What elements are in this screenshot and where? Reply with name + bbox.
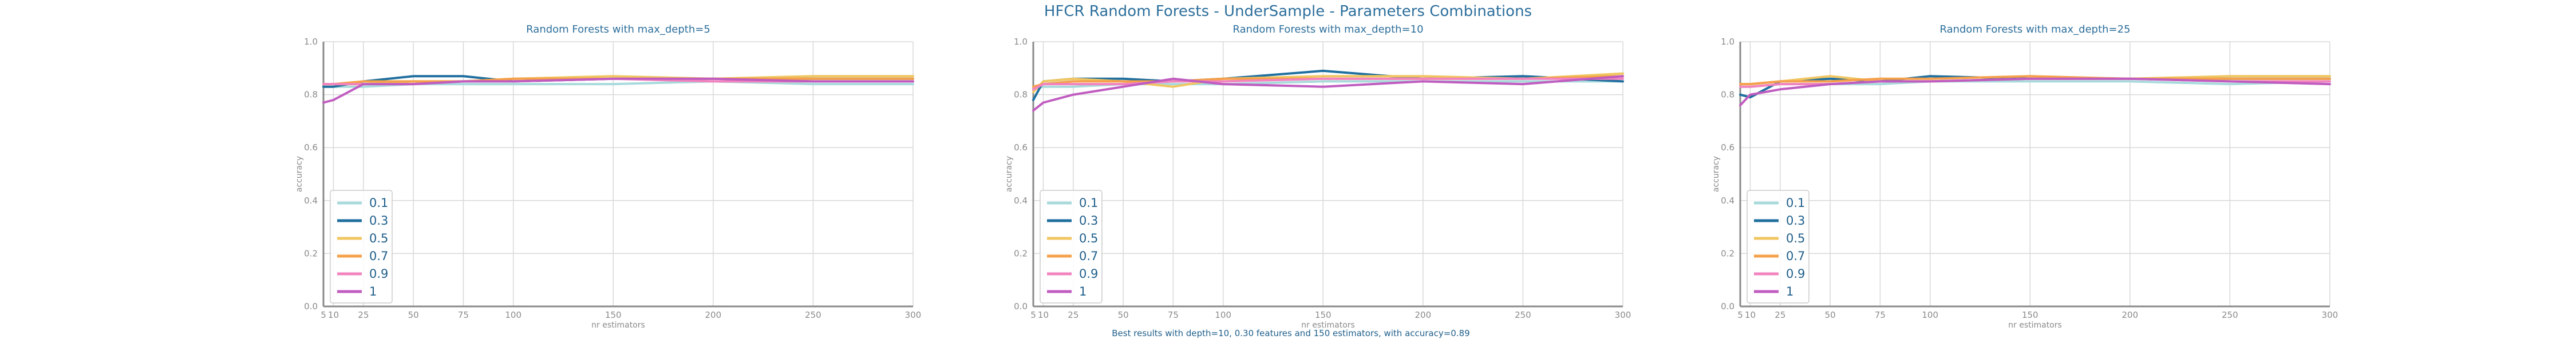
y-axis-label: accuracy [1005,156,1014,192]
chart-title: Random Forests with max_depth=25 [1939,23,2130,35]
chart-panel: 5 10 25 50 75 100 150 200 250 300 0.0 0.2 0.4 0.6 0.8 1… [1005,23,1631,330]
x-axis-label: nr estimators [591,321,645,330]
y-tick-label: 1.0 [304,37,318,47]
x-tick-label: 300 [1615,310,1631,320]
y-tick-label: 0.4 [1721,196,1735,206]
x-tick-label: 10 [1038,310,1049,320]
x-tick-label: 5 [1737,310,1743,320]
chart-panel: 5 10 25 50 75 100 150 200 250 300 0.0 0.2 0.4 0.6 0.8 1… [295,23,921,330]
y-tick-label: 1.0 [1721,37,1735,47]
y-tick-label: 0.6 [1721,142,1735,153]
y-tick-label: 1.0 [1014,37,1028,47]
legend-label: 0.5 [1786,232,1805,245]
legend: 0.1 0.3 0.5 0.7 0.9 1 [1040,190,1103,304]
legend: 0.1 0.3 0.5 0.7 0.9 1 [1747,190,1809,304]
series-line [322,77,914,86]
series-line [322,77,914,104]
x-tick-label: 10 [328,310,339,320]
x-tick-label: 10 [1745,310,1756,320]
y-tick-label: 0.6 [304,142,318,153]
plot-area [1740,42,2330,306]
legend-label: 0.7 [1079,249,1098,263]
legend-label: 0.3 [1079,214,1098,228]
legend-label: 0.9 [1786,267,1805,281]
x-tick-label: 300 [2322,310,2338,320]
y-tick-label: 0.4 [1014,196,1028,206]
x-tick-label: 25 [1068,310,1078,320]
chart-title: Random Forests with max_depth=5 [526,23,710,35]
x-tick-label: 200 [705,310,722,320]
y-tick-label: 0.2 [304,248,318,258]
x-tick-label: 75 [458,310,469,320]
x-tick-label: 100 [1215,310,1231,320]
x-tick-label: 5 [1030,310,1036,320]
legend-label: 0.9 [369,267,388,281]
x-tick-label: 150 [1315,310,1332,320]
x-axis-label: nr estimators [2008,321,2062,330]
x-tick-label: 50 [408,310,419,320]
x-axis-label: nr estimators [1301,321,1355,330]
y-tick-label: 0.8 [304,90,318,100]
legend-label: 0.1 [1079,196,1098,210]
legend-label: 0.7 [369,249,388,263]
x-tick-label: 150 [605,310,622,320]
x-tick-label: 250 [805,310,821,320]
legend: 0.1 0.3 0.5 0.7 0.9 1 [330,190,393,304]
legend-label: 0.3 [369,214,388,228]
x-tick-label: 75 [1168,310,1179,320]
legend-label: 0.7 [1786,249,1805,263]
y-tick-label: 0.4 [304,196,318,206]
y-tick-label: 0.8 [1014,90,1028,100]
series-line [322,80,914,88]
chart-panel: 5 10 25 50 75 100 150 200 250 300 0.0 0.2 0.4 0.6 0.8 1… [1712,23,2338,330]
legend-label: 0.1 [1786,196,1805,210]
x-tick-label: 200 [2122,310,2139,320]
legend-label: 0.3 [1786,214,1805,228]
x-tick-label: 250 [1515,310,1531,320]
legend-label: 0.5 [1079,232,1098,245]
y-axis-label: accuracy [295,156,304,192]
x-tick-label: 100 [505,310,521,320]
figure-title: HFCR Random Forests - UnderSample - Para… [1044,3,1532,20]
x-tick-label: 75 [1875,310,1886,320]
x-tick-label: 300 [905,310,922,320]
chart-title: Random Forests with max_depth=10 [1232,23,1423,35]
legend-label: 0.5 [369,232,388,245]
legend-label: 0.1 [369,196,388,210]
series-line [1032,80,1624,91]
x-tick-label: 250 [2222,310,2238,320]
legend-label: 1 [369,285,377,298]
x-tick-label: 50 [1825,310,1836,320]
best-result-note: Best results with depth=10, 0.30 feature… [1112,328,1469,338]
y-tick-label: 0.8 [1721,90,1735,100]
y-tick-label: 0.6 [1014,142,1028,153]
chart-panels: 5 10 25 50 75 100 150 200 250 3000.00.20.40.60.81… [295,23,2338,330]
x-tick-label: 25 [358,310,369,320]
y-tick-label: 0.2 [1721,248,1735,258]
plot-area [323,42,913,306]
y-tick-label: 0.0 [304,301,318,312]
series-line [1739,77,2331,107]
series-line [1032,75,1624,112]
x-tick-label: 25 [1775,310,1785,320]
y-tick-label: 0.0 [1721,301,1735,312]
x-tick-label: 200 [1415,310,1432,320]
legend-label: 0.9 [1079,267,1098,281]
legend-label: 1 [1786,285,1793,298]
x-tick-label: 150 [2022,310,2038,320]
legend-label: 1 [1079,285,1086,298]
series-line [1739,75,2331,86]
y-tick-label: 0.2 [1014,248,1028,258]
x-tick-label: 5 [321,310,326,320]
y-tick-label: 0.0 [1014,301,1028,312]
x-tick-label: 100 [1922,310,1938,320]
x-tick-label: 50 [1118,310,1129,320]
y-axis-label: accuracy [1712,156,1721,192]
series-line [1032,72,1624,93]
